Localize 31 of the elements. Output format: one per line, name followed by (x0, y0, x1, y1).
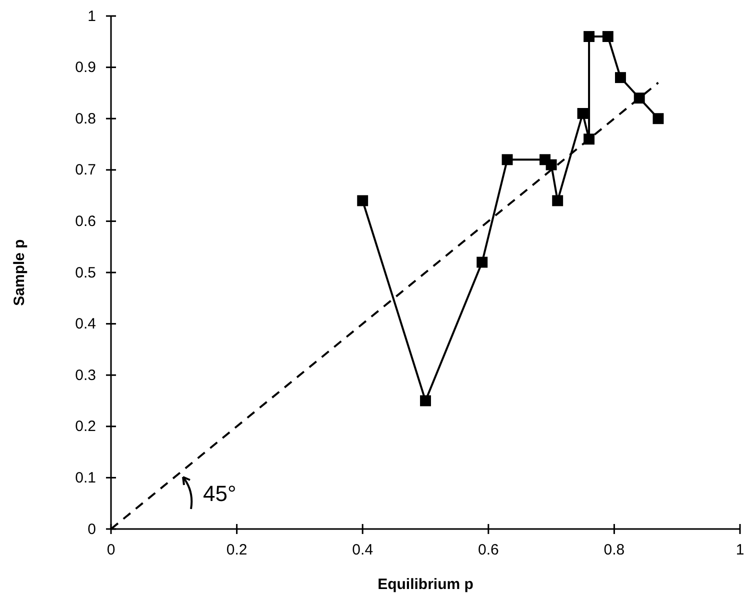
point (552, 195, 564, 206)
point (502, 154, 513, 166)
y-axis-title: Sample p (11, 239, 28, 306)
point (577, 108, 588, 119)
annotation: 45° (203, 481, 236, 506)
point (357, 195, 368, 206)
point (602, 31, 614, 42)
y-tick-label: 0.8 (75, 110, 96, 128)
point (652, 113, 664, 124)
y-tick-label: 0.7 (75, 162, 96, 179)
y-tick-label: 1 (88, 8, 96, 25)
point (546, 159, 557, 170)
x-tick-label: 0.4 (352, 542, 374, 559)
y-tick-label: 0.6 (75, 213, 96, 230)
point (420, 395, 431, 406)
x-tick-label: 0.6 (478, 542, 499, 559)
y-tick-label: 0.3 (75, 366, 96, 384)
y-tick-label: 0.9 (75, 59, 96, 76)
y-tick-label: 0.2 (75, 418, 96, 436)
x-tick-label: 0.2 (226, 542, 248, 559)
y-tick-label: 0.5 (75, 264, 96, 282)
point (584, 31, 595, 42)
x-tick-label: 0 (106, 542, 116, 559)
point (615, 72, 626, 84)
y-tick-label: 0.4 (75, 316, 96, 333)
x-tick-label: 0.8 (604, 542, 625, 559)
x-axis-title: Equilibrium p (378, 576, 474, 593)
y-tick-label: 0.1 (75, 470, 96, 486)
point (476, 256, 488, 268)
x-tick-label: 1 (736, 542, 744, 559)
y-tick-label: 0 (88, 520, 96, 538)
